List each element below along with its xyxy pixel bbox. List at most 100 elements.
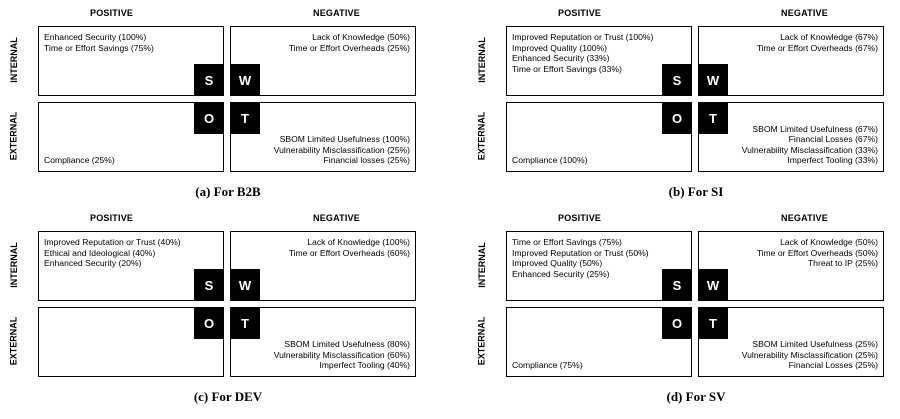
external-label: EXTERNAL [476, 111, 487, 161]
strengths-list: Improved Reputation or Trust (100%) Impro… [512, 32, 653, 74]
threats-list: SBOM Limited Usefulness (80%) Vulnerabili… [274, 339, 410, 371]
strengths-item: Improved Quality (100%) [512, 42, 608, 53]
strengths-list: Improved Reputation or Trust (40%) Ethica… [44, 237, 181, 269]
negative-header: NEGATIVE [313, 8, 360, 18]
threats-letter: T [698, 102, 728, 134]
opportunities-box: Compliance (100%) [506, 102, 692, 172]
opportunities-box: Compliance (75%) [506, 307, 692, 377]
negative-header: NEGATIVE [313, 213, 360, 223]
strengths-item: Time or Effort Savings (75%) [512, 237, 622, 247]
panel-caption: (d) For SV [666, 389, 726, 404]
strengths-item: Enhanced Security (25%) [512, 268, 610, 279]
threats-box: SBOM Limited Usefulness (100%) Vulnerabil… [230, 102, 416, 172]
strengths-box: Improved Reputation or Trust (100%) Impro… [506, 26, 692, 96]
weaknesses-letter: W [698, 269, 728, 301]
swot-panel-2: POSITIVE NEGATIVE INTERNAL EXTERNAL Impr… [476, 0, 900, 200]
strengths-list: Enhanced Security (100%) Time or Effort S… [44, 32, 154, 53]
strengths-box: Time or Effort Savings (75%) Improved Rep… [506, 231, 692, 301]
opportunities-box [38, 307, 224, 377]
threats-box: SBOM Limited Usefulness (80%) Vulnerabili… [230, 307, 416, 377]
opportunities-item: Compliance (100%) [512, 155, 588, 166]
weaknesses-letter: W [230, 64, 260, 96]
internal-label: INTERNAL [476, 242, 487, 288]
swot-panel-1: POSITIVE NEGATIVE INTERNAL EXTERNAL Enha… [8, 0, 448, 200]
strengths-item: Improved Quality (50%) [512, 258, 603, 269]
weaknesses-item: Time or Effort Overheads (25%) [288, 42, 410, 53]
weaknesses-list: Lack of Knowledge (67%) Time or Effort Ov… [757, 32, 878, 53]
weaknesses-list: Lack of Knowledge (50%) Time or Effort Ov… [289, 32, 410, 53]
threats-item: Imperfect Tooling (33%) [787, 155, 878, 166]
strengths-item: Time or Effort Savings (75%) [44, 42, 154, 53]
weaknesses-box: Lack of Knowledge (100%) Time or Effort O… [230, 231, 416, 301]
strengths-box: Enhanced Security (100%) Time or Effort S… [38, 26, 224, 96]
external-label: EXTERNAL [8, 111, 19, 161]
threats-list: SBOM Limited Usefulness (25%) Vulnerabili… [742, 339, 878, 371]
strengths-item: Improved Reputation or Trust (100%) [512, 32, 654, 42]
internal-label: INTERNAL [8, 37, 19, 83]
positive-header: POSITIVE [90, 213, 134, 223]
weaknesses-list: Lack of Knowledge (100%) Time or Effort O… [289, 237, 410, 258]
strengths-letter: S [194, 64, 224, 96]
weaknesses-item: Time or Effort Overheads (60%) [288, 247, 410, 258]
opportunities-letter: O [194, 102, 224, 134]
weaknesses-box: Lack of Knowledge (50%) Time or Effort Ov… [230, 26, 416, 96]
strengths-item: Improved Reputation or Trust (40%) [44, 237, 181, 247]
strengths-item: Enhanced Security (100%) [44, 32, 147, 42]
positive-header: POSITIVE [558, 8, 602, 18]
swot-panel-4: POSITIVE NEGATIVE INTERNAL EXTERNAL Time… [476, 205, 900, 405]
weaknesses-letter: W [230, 269, 260, 301]
opportunities-item: Compliance (75%) [512, 360, 583, 371]
weaknesses-item: Threat to IP (25%) [807, 258, 878, 269]
threats-item: Imperfect Tooling (40%) [319, 360, 410, 371]
external-label: EXTERNAL [8, 316, 19, 366]
opportunities-list: Compliance (25%) [44, 155, 115, 166]
threats-item: Financial Losses (25%) [788, 360, 878, 371]
threats-item: Vulnerability Misclassification (25%) [273, 144, 410, 155]
threats-item: Vulnerability Misclassification (60%) [273, 349, 410, 360]
threats-letter: T [230, 307, 260, 339]
threats-box: SBOM Limited Usefulness (67%) Financial L… [698, 102, 884, 172]
weaknesses-box: Lack of Knowledge (67%) Time or Effort Ov… [698, 26, 884, 96]
strengths-letter: S [662, 269, 692, 301]
threats-item: SBOM Limited Usefulness (80%) [284, 339, 410, 350]
opportunities-list: Compliance (100%) [512, 155, 587, 166]
negative-header: NEGATIVE [781, 8, 828, 18]
weaknesses-letter: W [698, 64, 728, 96]
strengths-item: Enhanced Security (33%) [512, 53, 610, 64]
threats-item: SBOM Limited Usefulness (100%) [279, 134, 410, 145]
panel-caption: (b) For SI [668, 184, 724, 199]
opportunities-box: Compliance (25%) [38, 102, 224, 172]
threats-item: Vulnerability Misclassification (33%) [741, 144, 878, 155]
strengths-letter: S [662, 64, 692, 96]
threats-item: SBOM Limited Usefulness (67%) [752, 123, 878, 134]
strengths-item: Improved Reputation or Trust (50%) [512, 247, 649, 258]
threats-letter: T [230, 102, 260, 134]
internal-label: INTERNAL [476, 37, 487, 83]
opportunities-item: Compliance (25%) [44, 155, 115, 166]
external-label: EXTERNAL [476, 316, 487, 366]
opportunities-letter: O [662, 102, 692, 134]
threats-item: Financial losses (25%) [323, 155, 410, 166]
strengths-letter: S [194, 269, 224, 301]
negative-header: NEGATIVE [781, 213, 828, 223]
internal-label: INTERNAL [8, 242, 19, 288]
positive-header: POSITIVE [90, 8, 134, 18]
threats-item: SBOM Limited Usefulness (25%) [752, 339, 878, 350]
threats-list: SBOM Limited Usefulness (67%) Financial L… [742, 124, 878, 166]
weaknesses-list: Lack of Knowledge (50%) Time or Effort Ov… [757, 237, 878, 269]
weaknesses-item: Lack of Knowledge (100%) [307, 237, 410, 247]
opportunities-letter: O [662, 307, 692, 339]
threats-box: SBOM Limited Usefulness (25%) Vulnerabili… [698, 307, 884, 377]
weaknesses-item: Time or Effort Overheads (67%) [756, 42, 878, 53]
opportunities-letter: O [194, 307, 224, 339]
strengths-item: Enhanced Security (20%) [44, 258, 142, 269]
panel-caption: (a) For B2B [195, 184, 261, 199]
positive-header: POSITIVE [558, 213, 602, 223]
weaknesses-item: Lack of Knowledge (50%) [312, 32, 410, 42]
swot-panel-3: POSITIVE NEGATIVE INTERNAL EXTERNAL Impr… [8, 205, 448, 405]
opportunities-list: Compliance (75%) [512, 360, 583, 371]
threats-letter: T [698, 307, 728, 339]
weaknesses-item: Lack of Knowledge (50%) [780, 237, 878, 247]
weaknesses-item: Lack of Knowledge (67%) [780, 32, 878, 42]
strengths-item: Time or Effort Savings (33%) [512, 63, 622, 74]
